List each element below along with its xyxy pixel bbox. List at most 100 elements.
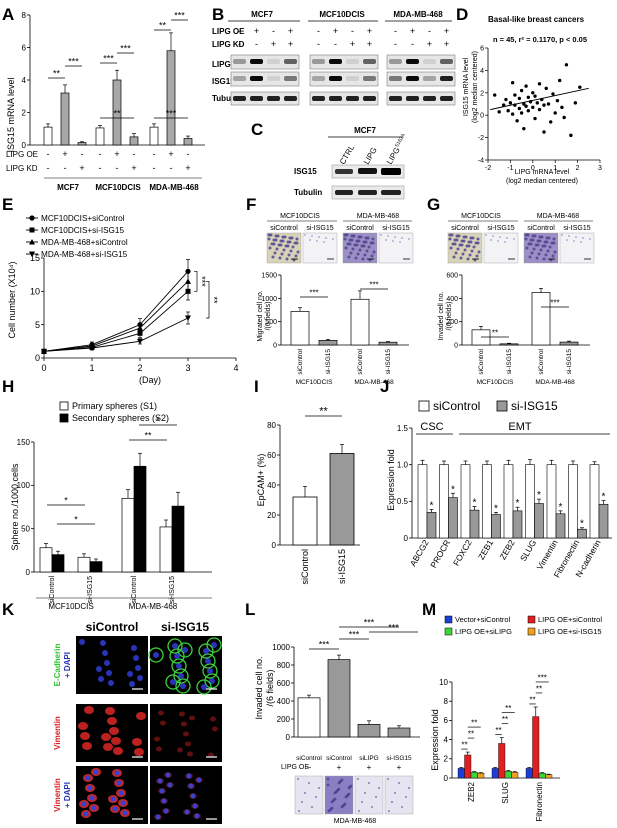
j-sig-label: * <box>451 484 455 495</box>
b-band <box>440 96 453 101</box>
l-ytick-label: 600 <box>277 679 291 688</box>
m-bar <box>477 773 485 779</box>
i-chart: 0 20 40 60 80 siControl si-ISG15 ** <box>267 406 360 585</box>
f-ytick-label: 0 <box>273 342 277 349</box>
g-sig-label: *** <box>550 299 559 308</box>
e-xlabel: (Day) <box>139 375 161 385</box>
m-sig-label: *** <box>538 673 547 682</box>
j-group-label: EMT <box>508 421 532 433</box>
l-micrograph <box>354 775 384 815</box>
l-cell <box>358 810 360 812</box>
l-cell <box>347 792 351 796</box>
b-blot-frame <box>230 91 300 106</box>
m-xtick-label: SLUG <box>501 782 510 804</box>
k-row-dapi: + DAPI <box>63 782 72 808</box>
d-point <box>533 94 537 98</box>
b-signs: - - + - - + + + - - + - - + + + - - + - - + + + <box>238 26 449 49</box>
g-group-label: MDA-MB-468 <box>535 379 575 386</box>
g-xtick-label: si-ISG15 <box>566 349 573 375</box>
m-bar <box>470 772 478 779</box>
b-blot-frame <box>230 54 300 70</box>
b-row-oe: LIPG OE <box>212 27 245 36</box>
f-cell <box>354 256 358 260</box>
c-title: MCF7 <box>354 126 376 135</box>
j-xtick-label: PROCR <box>428 538 452 570</box>
m-legend-label: LIPG OE+siControl <box>538 615 602 624</box>
g-cell <box>472 245 476 249</box>
h-ylabel: Sphere no./1000 cells <box>10 463 20 551</box>
d-point <box>542 103 546 107</box>
g-cell <box>469 240 473 244</box>
g-cell <box>524 237 528 241</box>
h-xtick-label: si-ISG15 <box>169 576 176 603</box>
k-vim-cell <box>103 743 113 751</box>
l-ytick-label: 0 <box>286 733 291 742</box>
g-cell <box>575 236 577 238</box>
f-cell <box>285 257 289 261</box>
g-cell <box>504 241 506 243</box>
a-oe-sign: - <box>153 149 156 159</box>
a-kd-sign: + <box>185 163 190 173</box>
j-ytick-label: 0.5 <box>397 497 409 506</box>
l-micrograph <box>294 775 324 815</box>
e-legend-marker <box>29 215 35 221</box>
g-chart: 0 200 400 600 siControl si-ISG15 siControl si-I… <box>446 272 590 386</box>
k-vim-cell <box>154 736 160 742</box>
k-dapi-nucleus <box>203 648 209 654</box>
b-kd-sign: - <box>411 39 414 49</box>
f-cond-label: siControl <box>270 225 298 232</box>
h-sig-label: * <box>64 496 68 506</box>
f-cell <box>351 247 355 251</box>
a-bar <box>149 126 159 146</box>
i-xtick-label: siControl <box>300 549 310 585</box>
e-xtick-label: 1 <box>89 363 94 373</box>
k-dapi-nucleus <box>157 778 163 784</box>
d-point <box>522 126 526 131</box>
k-vim-cell <box>181 721 187 727</box>
g-cell <box>525 246 529 250</box>
f-cell <box>318 236 320 238</box>
a-sig-label: *** <box>166 109 177 119</box>
f-cell <box>275 247 279 251</box>
k-dapi-nucleus <box>91 805 97 811</box>
j-bar <box>546 464 557 539</box>
k-row-dapi: + DAPI <box>63 652 72 678</box>
h-group-label: MDA-MB-468 <box>129 602 178 611</box>
m-sig-label: ** <box>529 695 535 704</box>
k-vim-cell <box>132 738 142 746</box>
a-sig-label: ** <box>159 21 167 31</box>
k-dapi-nucleus <box>133 655 139 661</box>
a-group-mcf10: MCF10DCIS <box>95 183 141 192</box>
g-bar <box>499 343 519 346</box>
j-bar <box>568 464 578 539</box>
h-bar <box>121 497 135 573</box>
panel-j: siControl si-ISG15 Expression fold 0 0.5 1.… <box>386 399 612 579</box>
d-point <box>517 96 522 101</box>
k-col-2: si-ISG15 <box>161 620 209 634</box>
j-bar <box>589 464 600 539</box>
i-ytick-label: 40 <box>267 481 276 490</box>
f-images: siControl si-ISG15 siControl si-ISG15 <box>266 225 414 264</box>
h-xtick-label: siControl <box>131 576 138 604</box>
c-band-tub-3 <box>381 190 401 195</box>
j-bar <box>525 464 535 539</box>
g-cell <box>462 239 466 243</box>
k-dapi-nucleus <box>163 808 169 814</box>
a-sig-label: *** <box>68 57 79 67</box>
f-cell <box>345 233 349 237</box>
k-ecad-cell <box>196 679 212 695</box>
m-ytick-label: 4 <box>444 735 449 744</box>
d-point <box>510 112 515 116</box>
k-dapi-nucleus <box>79 639 85 645</box>
d-point <box>522 102 526 106</box>
k-dapi-nucleus <box>172 643 178 649</box>
g-cell <box>566 239 568 241</box>
j-bar <box>417 464 428 539</box>
k-dapi-nucleus <box>184 809 190 815</box>
f-cell <box>290 236 294 240</box>
g-cell <box>531 238 535 242</box>
k-ecad-cell <box>169 648 185 664</box>
l-bar <box>297 697 321 738</box>
j-sig-label: * <box>494 503 498 514</box>
